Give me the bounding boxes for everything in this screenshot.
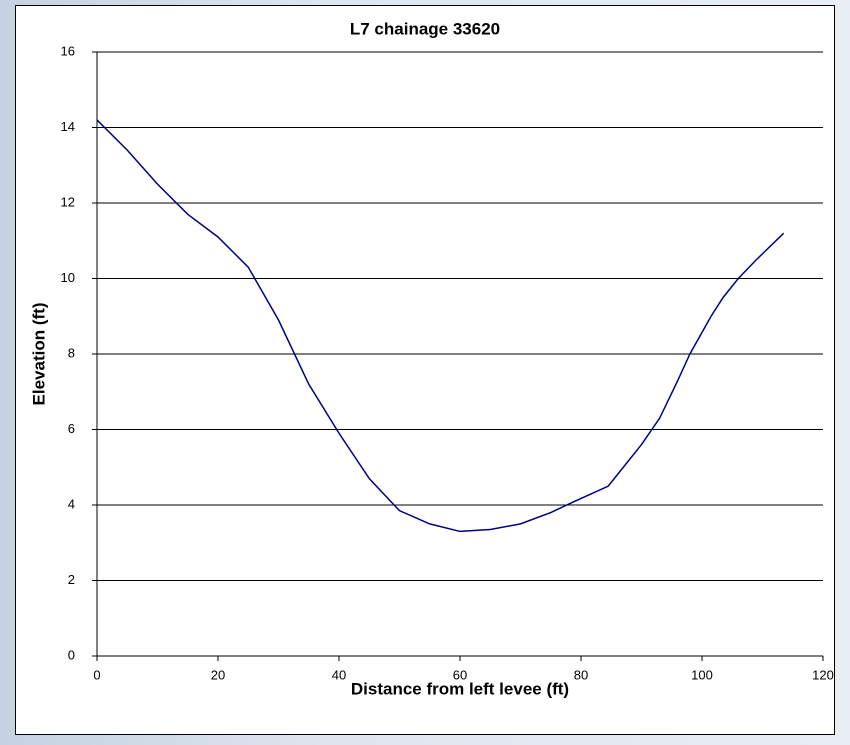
y-tick-label: 16 (61, 43, 75, 58)
y-tick-label: 14 (61, 119, 75, 134)
y-tick-label: 10 (61, 270, 75, 285)
data-line (96, 119, 785, 533)
y-tick-label: 2 (68, 572, 75, 587)
x-tick-label: 20 (211, 667, 225, 682)
y-axis-label: Elevation (ft) (29, 303, 48, 406)
y-tick-label: 4 (68, 496, 75, 511)
x-axis-label: Distance from left levee (ft) (351, 679, 569, 698)
x-tick-label: 80 (574, 667, 588, 682)
x-tick-label: 60 (453, 667, 467, 682)
x-tick-label: 40 (332, 667, 346, 682)
x-tick-label: 100 (691, 667, 713, 682)
chart-title: L7 chainage 33620 (350, 19, 500, 38)
chart-frame (15, 5, 835, 735)
y-tick-label: 12 (61, 194, 75, 209)
y-tick-label: 6 (68, 421, 75, 436)
y-tick-label: 8 (68, 345, 75, 360)
x-tick-label: 0 (93, 667, 100, 682)
y-tick-label: 0 (68, 647, 75, 662)
x-tick-label: 120 (812, 667, 834, 682)
